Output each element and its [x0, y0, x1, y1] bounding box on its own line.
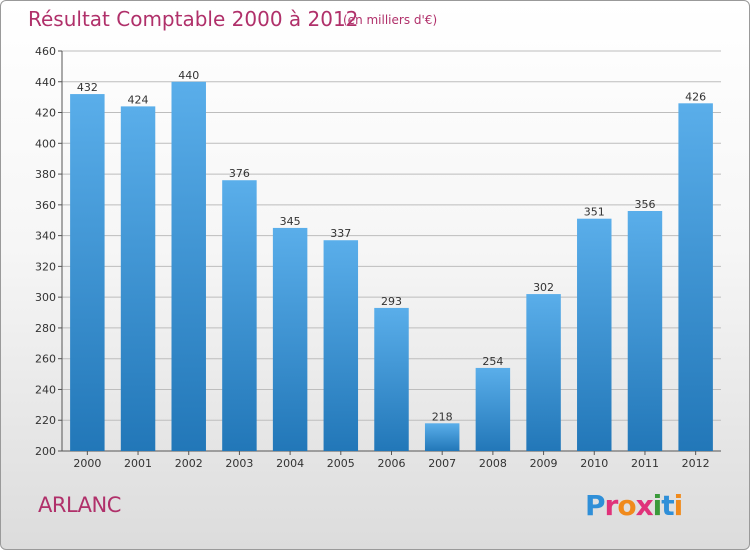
y-tick-label: 320 — [35, 260, 56, 273]
chart-subtitle: (en milliers d'€) — [343, 13, 438, 27]
value-label-2006: 293 — [381, 295, 402, 308]
bar-2007 — [424, 423, 460, 451]
y-tick-label: 340 — [35, 230, 56, 243]
value-label-2012: 426 — [685, 90, 706, 103]
bar-2010 — [577, 218, 612, 451]
x-tick-label-2003: 2003 — [225, 457, 253, 470]
x-tick-label-2004: 2004 — [276, 457, 304, 470]
y-tick-label: 440 — [35, 76, 56, 89]
bars — [70, 81, 713, 452]
proxiti-logo[interactable]: Proxiti — [585, 489, 684, 522]
y-tick-label: 240 — [35, 383, 56, 396]
y-tick-label: 380 — [35, 168, 56, 181]
bar-2002 — [171, 81, 206, 452]
bar-2009 — [526, 294, 561, 451]
value-label-2002: 440 — [178, 69, 199, 82]
bar-2005 — [323, 240, 359, 451]
logo-letter: P — [585, 489, 606, 522]
value-label-2004: 345 — [280, 215, 301, 228]
value-label-2001: 424 — [128, 93, 149, 106]
x-tick-label-2002: 2002 — [175, 457, 203, 470]
bar-2011 — [627, 211, 663, 451]
bar-2003 — [222, 180, 257, 451]
bar-2008 — [475, 367, 511, 451]
value-label-2011: 356 — [634, 198, 655, 211]
value-label-2003: 376 — [229, 167, 250, 180]
value-label-2009: 302 — [533, 281, 554, 294]
bar-2001 — [120, 106, 156, 451]
logo-letter: x — [635, 489, 654, 522]
bar-2004 — [272, 227, 308, 451]
bar-2006 — [374, 307, 409, 451]
x-tick-label-2010: 2010 — [580, 457, 608, 470]
value-label-2007: 218 — [432, 410, 453, 423]
data-labels: 432 424 440 376 345 337 293 218 254 302 351 356 426 — [77, 69, 706, 424]
logo-letter: t — [661, 489, 674, 522]
x-tick-label-2000: 2000 — [73, 457, 101, 470]
y-tick-label: 420 — [35, 107, 56, 120]
value-label-2005: 337 — [330, 227, 351, 240]
value-label-2000: 432 — [77, 81, 98, 94]
bar-2012 — [678, 103, 713, 452]
y-tick-label: 460 — [35, 45, 56, 58]
location-label: ARLANC — [38, 493, 121, 517]
logo-letter: i — [673, 489, 684, 522]
axes: 2002202402602803003203403603804004204404… — [35, 45, 721, 470]
x-tick-label-2006: 2006 — [378, 457, 406, 470]
x-tick-label-2009: 2009 — [530, 457, 558, 470]
x-tick-label-2011: 2011 — [631, 457, 659, 470]
y-tick-label: 200 — [35, 445, 56, 458]
x-tick-label-2008: 2008 — [479, 457, 507, 470]
y-tick-label: 360 — [35, 199, 56, 212]
y-tick-label: 260 — [35, 353, 56, 366]
x-tick-label-2001: 2001 — [124, 457, 152, 470]
y-tick-label: 280 — [35, 322, 56, 335]
logo-letter: r — [604, 489, 619, 522]
logo-letter: i — [652, 489, 663, 522]
value-label-2010: 351 — [584, 206, 605, 219]
value-label-2008: 254 — [482, 355, 503, 368]
y-tick-label: 300 — [35, 291, 56, 304]
y-tick-label: 400 — [35, 137, 56, 150]
chart-title: Résultat Comptable 2000 à 2012 — [28, 7, 359, 31]
logo-letter: o — [617, 489, 636, 522]
x-tick-label-2012: 2012 — [682, 457, 710, 470]
x-tick-label-2005: 2005 — [327, 457, 355, 470]
bar-2000 — [70, 94, 105, 452]
y-tick-label: 220 — [35, 414, 56, 427]
x-tick-label-2007: 2007 — [428, 457, 456, 470]
